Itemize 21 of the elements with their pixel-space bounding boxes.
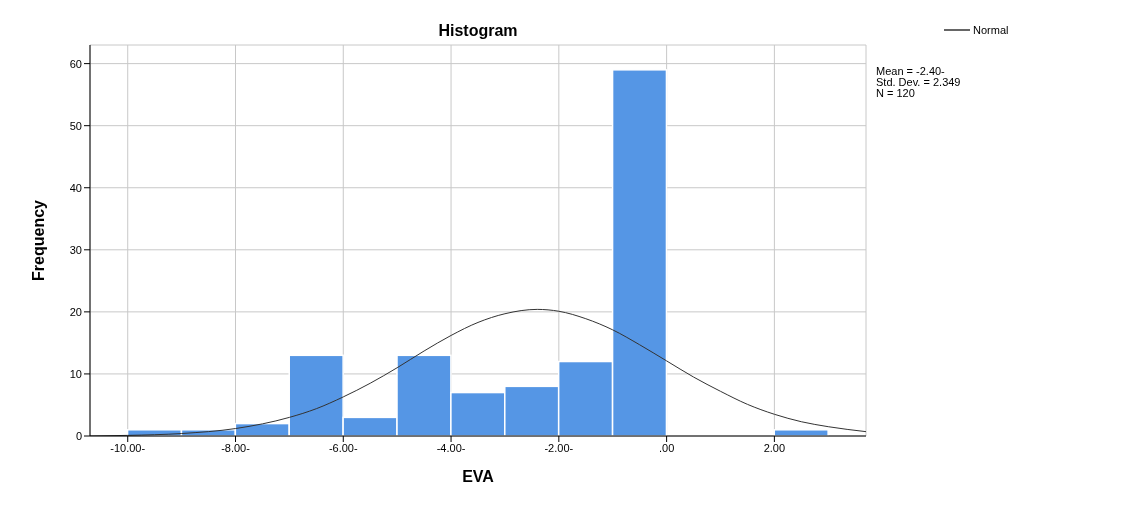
y-tick-label: 50 (69, 119, 82, 132)
chart-title: Histogram (437, 22, 519, 40)
x-tick-label: -4.00- (436, 441, 466, 454)
x-tick-label: -8.00- (221, 441, 251, 454)
y-tick-label: 0 (75, 429, 82, 442)
y-tick-label: 20 (69, 305, 82, 318)
y-tick-label: 10 (69, 367, 82, 380)
x-tick-label: -6.00- (328, 441, 358, 454)
legend-label: Normal (973, 24, 1009, 36)
y-axis-title: Frequency (29, 199, 47, 281)
y-tick-label: 60 (69, 57, 82, 70)
text: Mean = -2.40- (876, 65, 946, 77)
y-tick-label: 40 (69, 181, 82, 194)
text: Std. Dev. = 2.349 (876, 76, 961, 88)
x-tick-label: 2.00 (763, 441, 786, 454)
y-tick-label: 30 (69, 243, 82, 256)
text: N = 120 (876, 87, 916, 99)
x-tick-label: -2.00- (544, 441, 574, 454)
x-tick-label: .00 (658, 441, 675, 454)
x-tick-label: -10.00- (110, 441, 146, 454)
x-axis-title: EVA (462, 468, 495, 485)
